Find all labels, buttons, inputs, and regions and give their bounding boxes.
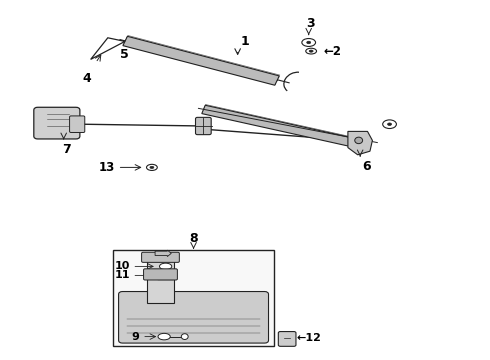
Ellipse shape xyxy=(181,334,188,339)
Text: 10: 10 xyxy=(115,261,130,271)
FancyBboxPatch shape xyxy=(119,292,269,343)
Text: 8: 8 xyxy=(189,232,198,245)
Text: 4: 4 xyxy=(82,72,91,85)
Text: 7: 7 xyxy=(62,143,71,156)
Text: ←12: ←12 xyxy=(296,333,321,343)
Ellipse shape xyxy=(388,123,392,126)
Ellipse shape xyxy=(383,120,396,129)
Text: 5: 5 xyxy=(120,48,129,60)
FancyBboxPatch shape xyxy=(34,107,80,139)
FancyBboxPatch shape xyxy=(157,271,174,280)
Ellipse shape xyxy=(147,164,157,171)
Ellipse shape xyxy=(150,166,154,168)
Polygon shape xyxy=(348,131,372,155)
Bar xyxy=(113,250,274,346)
Text: 13: 13 xyxy=(99,161,115,174)
Ellipse shape xyxy=(158,333,171,340)
Polygon shape xyxy=(123,36,279,85)
Text: 6: 6 xyxy=(363,160,371,173)
Text: ←2: ←2 xyxy=(323,45,342,58)
Ellipse shape xyxy=(306,48,317,54)
Ellipse shape xyxy=(307,41,311,44)
Text: 11: 11 xyxy=(114,270,130,280)
Ellipse shape xyxy=(355,137,363,144)
FancyBboxPatch shape xyxy=(144,269,177,280)
Polygon shape xyxy=(91,38,125,59)
Ellipse shape xyxy=(302,39,316,46)
Bar xyxy=(147,260,174,303)
FancyBboxPatch shape xyxy=(142,252,179,262)
Ellipse shape xyxy=(160,263,172,270)
FancyBboxPatch shape xyxy=(70,116,85,132)
Text: 3: 3 xyxy=(306,17,315,30)
FancyBboxPatch shape xyxy=(196,117,211,135)
Ellipse shape xyxy=(309,50,313,52)
FancyBboxPatch shape xyxy=(278,332,296,346)
Polygon shape xyxy=(202,105,360,148)
Text: 1: 1 xyxy=(240,35,249,48)
Text: 9: 9 xyxy=(132,332,140,342)
FancyArrow shape xyxy=(155,250,172,257)
